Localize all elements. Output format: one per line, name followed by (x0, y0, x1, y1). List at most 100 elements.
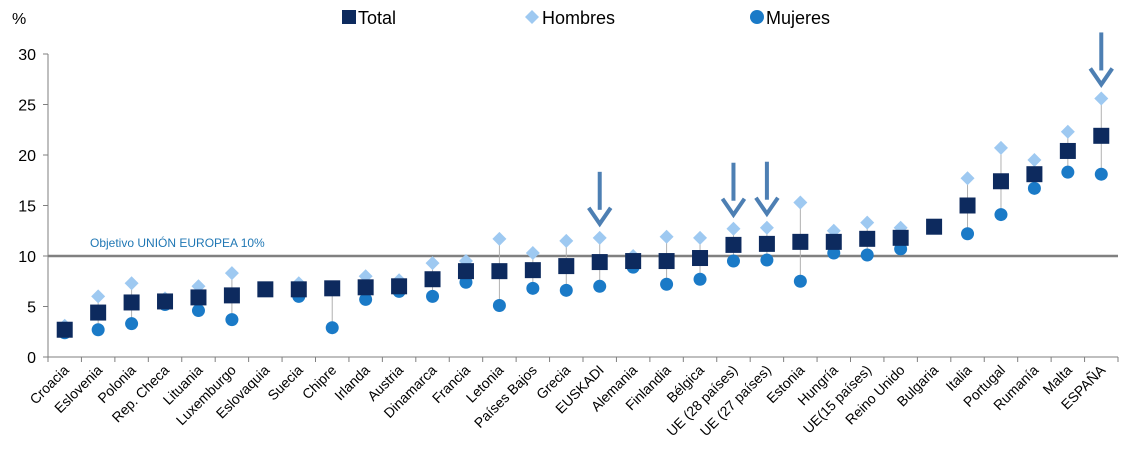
mujeres-point (961, 227, 975, 241)
category-label: Suecia (264, 362, 306, 404)
total-point (859, 230, 876, 247)
legend-mujeres-marker (750, 10, 764, 24)
total-point (123, 294, 140, 311)
mujeres-point (726, 254, 740, 268)
total-point (223, 287, 240, 304)
hombres-point (559, 233, 574, 248)
highlight-arrow (1088, 32, 1114, 88)
total-point (190, 289, 207, 306)
y-axis-unit: % (12, 11, 26, 28)
total-point (892, 229, 909, 246)
total-point (758, 235, 775, 252)
hombres-point (860, 215, 875, 230)
legend-total-marker (342, 10, 356, 24)
y-tick-label: 15 (18, 199, 36, 216)
total-point (658, 253, 675, 270)
total-point (491, 263, 508, 280)
legend: Total Hombres Mujeres (342, 8, 830, 28)
y-tick-label: 20 (18, 148, 36, 165)
mujeres-point (225, 313, 239, 327)
hombres-point (492, 231, 507, 246)
total-point (558, 258, 575, 275)
hombres-point (124, 276, 139, 291)
mujeres-point (559, 283, 573, 297)
total-point (391, 278, 408, 295)
total-point (926, 218, 943, 235)
legend-hombres-marker (525, 10, 539, 24)
y-tick-label: 25 (18, 98, 36, 115)
mujeres-point (91, 323, 105, 337)
hombres-point (224, 266, 239, 281)
legend-hombres-label: Hombres (542, 8, 615, 28)
mujeres-point (693, 272, 707, 286)
y-tick-label: 5 (27, 300, 36, 317)
total-point (591, 254, 608, 271)
category-label: Irlanda (331, 362, 373, 404)
hombres-point (91, 289, 106, 304)
mujeres-point (793, 274, 807, 288)
mujeres-point (760, 253, 774, 267)
hombres-point (793, 195, 808, 210)
mujeres-point (860, 248, 874, 262)
mujeres-point (426, 289, 440, 303)
total-point (424, 271, 441, 288)
hombres-point (1094, 91, 1109, 106)
mujeres-point (660, 277, 674, 291)
total-point (1093, 127, 1110, 144)
hombres-point (759, 220, 774, 235)
x-axis-ticks (47, 357, 1119, 362)
total-point (625, 253, 642, 270)
mujeres-point (526, 281, 540, 295)
y-tick-label: 0 (27, 350, 36, 367)
highlight-arrow (587, 171, 613, 228)
hombres-point (592, 230, 607, 245)
connectors (64, 98, 1102, 333)
total-point (992, 173, 1009, 190)
total-point (725, 236, 742, 253)
highlight-arrows (587, 32, 1114, 228)
highlight-arrow (754, 161, 780, 218)
reference-line-label: Objetivo UNIÓN EUROPEA 10% (90, 235, 265, 250)
hombres-point (993, 140, 1008, 155)
mujeres-point (492, 298, 506, 312)
mujeres-point (1027, 181, 1041, 195)
mujeres-point (125, 317, 139, 331)
hombres-point (693, 230, 708, 245)
total-point (959, 197, 976, 214)
hombres-point (1060, 124, 1075, 139)
data-marks (56, 91, 1110, 340)
mujeres-point (191, 304, 205, 318)
hombres-point (659, 229, 674, 244)
hombres-point (1027, 153, 1042, 168)
total-point (90, 304, 107, 321)
highlight-arrow (720, 162, 747, 219)
total-point (257, 281, 274, 298)
total-point (357, 279, 374, 296)
hombres-point (726, 221, 741, 236)
hombres-point (960, 171, 975, 186)
mujeres-point (1061, 165, 1075, 179)
total-point (825, 233, 842, 250)
y-axis: 0 5 10 15 20 25 30 (18, 47, 48, 367)
legend-mujeres-label: Mujeres (766, 8, 830, 28)
total-point (692, 250, 709, 267)
mujeres-point (994, 208, 1008, 222)
y-tick-label: 10 (18, 249, 36, 266)
hombres-point (425, 256, 440, 271)
total-point (290, 281, 307, 298)
hombres-point (525, 245, 540, 260)
mujeres-point (325, 321, 339, 335)
legend-total-label: Total (358, 8, 396, 28)
total-point (1059, 142, 1076, 159)
total-point (457, 263, 474, 280)
category-label: Chipre (299, 362, 340, 403)
total-point (524, 262, 541, 279)
total-point (157, 293, 174, 310)
total-point (56, 321, 73, 338)
mujeres-point (1094, 167, 1108, 181)
mujeres-point (593, 279, 607, 293)
y-tick-label: 30 (18, 47, 36, 64)
mujeres-point (359, 292, 373, 306)
